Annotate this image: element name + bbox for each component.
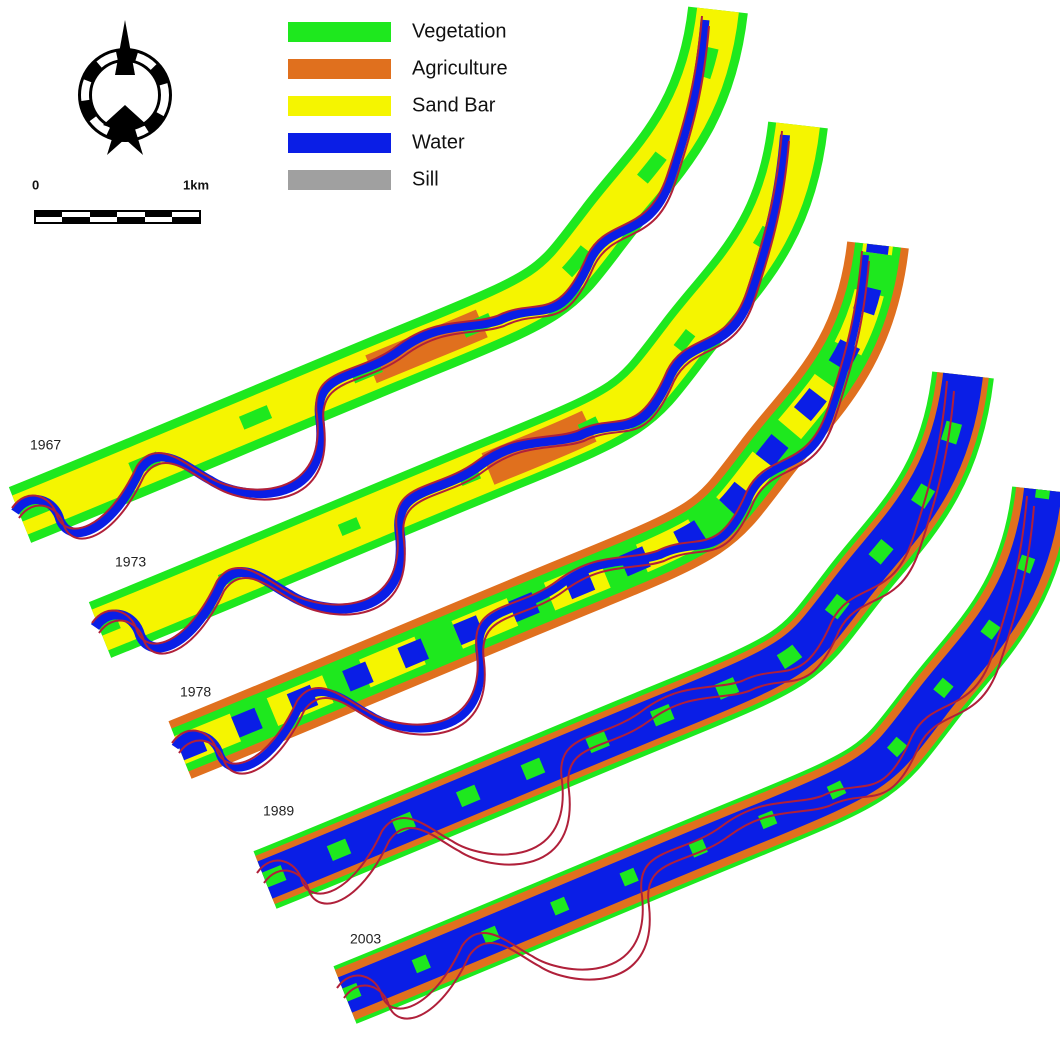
year-label: 1978 <box>180 684 211 700</box>
legend-label: Water <box>412 131 465 153</box>
scale-bar: 0 1km <box>32 177 209 223</box>
river-1973 <box>92 125 798 654</box>
year-label: 1973 <box>115 554 146 570</box>
legend-swatch <box>288 133 391 153</box>
legend-swatch <box>288 59 391 79</box>
legend-label: Sand Bar <box>412 94 496 116</box>
legend-label: Vegetation <box>412 20 507 42</box>
page: {"legend": {"items": [ {"label": "Vegeta… <box>0 0 1060 1047</box>
river-1989 <box>257 375 963 904</box>
year-label: 2003 <box>350 931 381 947</box>
map: 0 1km Vegetation Agriculture Sand Bar Water… <box>0 0 1060 1047</box>
year-label: 1967 <box>30 437 61 453</box>
legend-swatch <box>288 22 391 42</box>
scale-start: 0 <box>32 177 39 192</box>
north-arrow <box>85 20 165 155</box>
river-1967 <box>12 10 718 539</box>
legend: Vegetation Agriculture Sand Bar Water Sill <box>288 20 508 190</box>
legend-swatch <box>288 170 391 190</box>
legend-label: Sill <box>412 168 439 190</box>
year-label: 1989 <box>263 803 294 819</box>
legend-label: Agriculture <box>412 57 508 79</box>
scale-end: 1km <box>183 177 209 192</box>
legend-swatch <box>288 96 391 116</box>
